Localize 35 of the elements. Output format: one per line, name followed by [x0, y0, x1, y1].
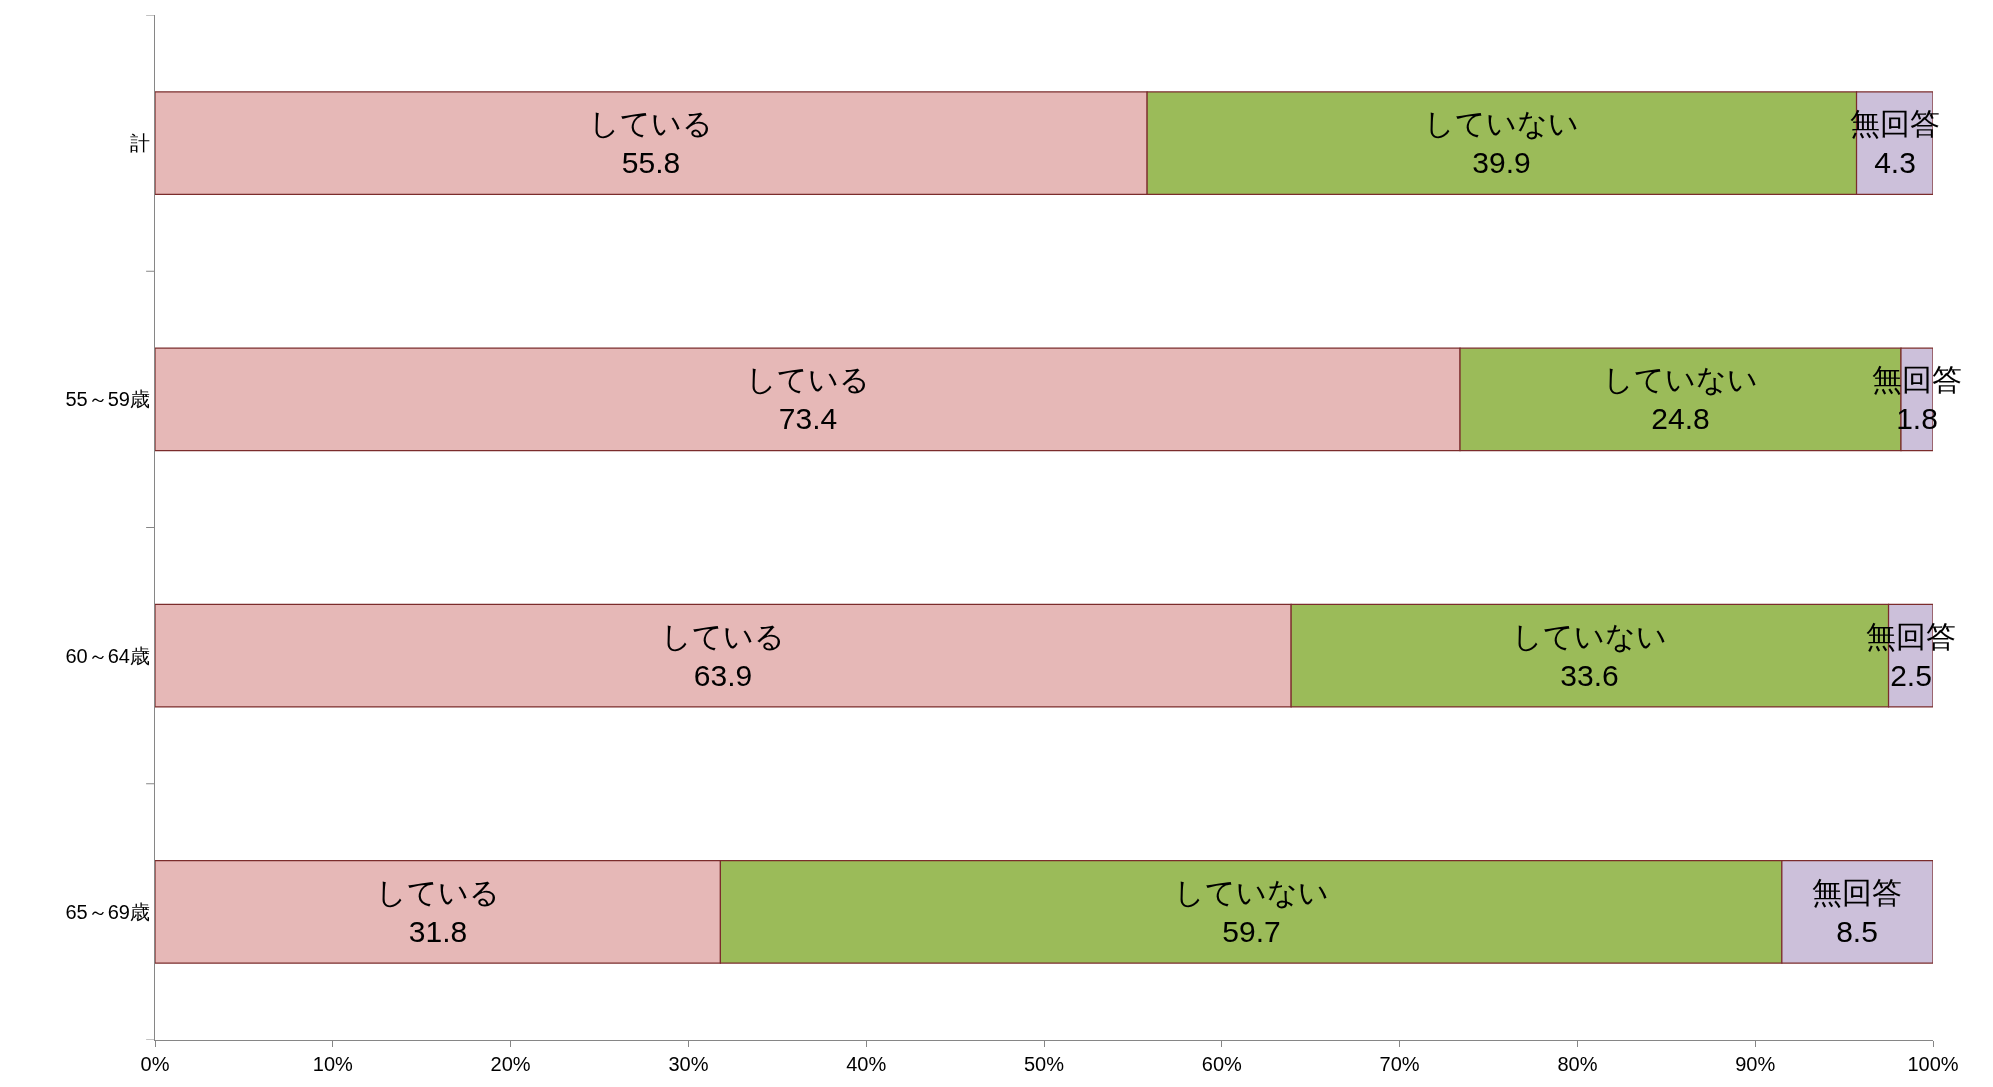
- y-tick-label: 60～64歳: [65, 644, 150, 667]
- x-tick-label: 60%: [1201, 1053, 1243, 1075]
- data-label: 31.8: [408, 915, 468, 948]
- x-tick-label: 70%: [1379, 1053, 1420, 1075]
- data-label: 63.9: [693, 659, 753, 692]
- text: していない: [1174, 876, 1329, 909]
- data-label: 39.9: [1472, 146, 1531, 179]
- data-label: 4.3: [1874, 146, 1916, 179]
- data-label: 55.8: [621, 146, 681, 179]
- x-tick-label: 90%: [1735, 1053, 1776, 1075]
- y-tick-label: 55～59歳: [65, 388, 150, 411]
- x-tick-label: 50%: [1023, 1053, 1065, 1075]
- text: していない: [1424, 107, 1579, 140]
- x-tick-label: 80%: [1557, 1053, 1598, 1075]
- x-tick-label: 10%: [312, 1053, 354, 1075]
- text: していない: [1512, 620, 1667, 653]
- x-tick-label: 0%: [140, 1053, 170, 1075]
- x-tick-label: 40%: [846, 1053, 887, 1075]
- text: している: [376, 876, 500, 909]
- x-tick-label: 100%: [1907, 1053, 1959, 1075]
- x-tick-label: 20%: [490, 1053, 531, 1075]
- y-tick-label: 計: [130, 132, 150, 155]
- text: している: [589, 107, 713, 140]
- text: している: [661, 620, 785, 653]
- data-label: 2.5: [1890, 659, 1932, 692]
- x-tick-label: 30%: [668, 1053, 709, 1075]
- data-label: 24.8: [1651, 402, 1710, 435]
- data-label: 59.7: [1222, 915, 1281, 948]
- series-label: していない: [1603, 363, 1758, 396]
- series-label: している: [746, 363, 870, 396]
- y-tick-label: 65～69歳: [65, 900, 150, 923]
- data-label: 33.6: [1560, 659, 1619, 692]
- data-label: 73.4: [778, 402, 838, 435]
- text: 無回答: [1812, 876, 1902, 909]
- data-label: 8.5: [1836, 915, 1878, 948]
